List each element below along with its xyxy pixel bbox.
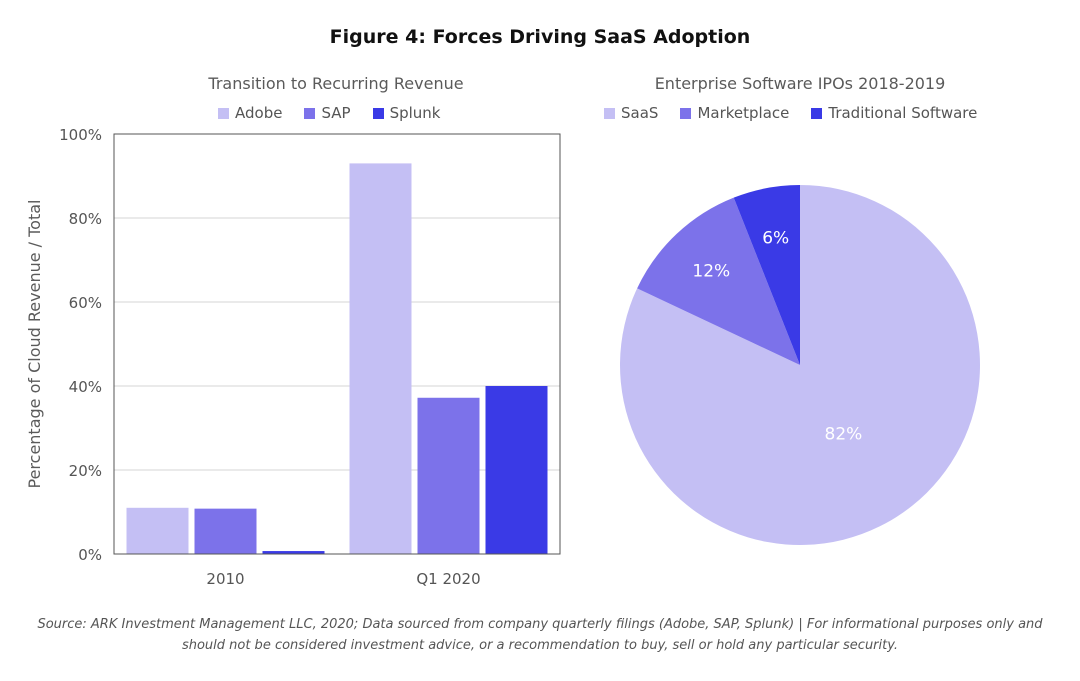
bar-sap-2010: [194, 508, 257, 554]
pie-slice-marketplace: [637, 197, 800, 365]
legend-label-traditional-software: Traditional Software: [828, 104, 978, 122]
bar-x-tick-label: Q1 2020: [416, 570, 480, 588]
bar-x-tick-label: 2010: [206, 570, 244, 588]
bar-y-tick-labels: 0% 20% 40% 60% 80% 100%: [59, 126, 102, 564]
pie-slice-labels: 82% 12% 6%: [692, 229, 862, 445]
pie-slice-label: 82%: [825, 424, 863, 444]
pie-slices: [620, 185, 980, 545]
legend-swatch-traditional-software: [811, 107, 823, 119]
legend-label-splunk: Splunk: [389, 104, 441, 122]
bar-splunk-2010: [262, 551, 325, 554]
bar-chart-title: Transition to Recurring Revenue: [208, 74, 464, 93]
bar-splunk-q1-2020: [485, 386, 548, 554]
bar-chart: 0% 20% 40% 60% 80% 100% 2010 Q1 2020 Percentag…: [25, 126, 561, 588]
legend-item-sap: SAP: [304, 104, 351, 122]
pie-slice-label: 12%: [692, 262, 730, 282]
bar-y-axis-label: Percentage of Cloud Revenue / Total: [25, 200, 44, 489]
legend-label-marketplace: Marketplace: [697, 104, 790, 122]
bar-adobe-2010: [126, 507, 189, 554]
bar-y-tick-label: 100%: [59, 126, 102, 144]
figure-title: Figure 4: Forces Driving SaaS Adoption: [329, 26, 751, 48]
bar-y-tick-label: 0%: [78, 546, 102, 564]
legend-swatch-adobe: [218, 107, 229, 119]
legend-label-saas: SaaS: [621, 104, 659, 122]
pie-slice-label: 6%: [762, 229, 789, 249]
pie-slice-traditional-software: [733, 185, 800, 365]
legend-item-saas: SaaS: [604, 104, 658, 122]
legend-swatch-marketplace: [680, 107, 692, 119]
bar-adobe-q1-2020: [349, 163, 412, 554]
pie-chart: 82% 12% 6%: [620, 185, 980, 545]
bar-sap-q1-2020: [417, 397, 480, 554]
pie-chart-title: Enterprise Software IPOs 2018-2019: [654, 74, 946, 93]
bar-plot-frame: [113, 133, 561, 555]
legend-item-adobe: Adobe: [218, 104, 282, 122]
legend-label-adobe: Adobe: [235, 104, 283, 122]
bar-y-tick-label: 60%: [69, 294, 102, 312]
bar-y-tick-label: 20%: [69, 462, 102, 480]
legend-swatch-splunk: [372, 107, 384, 119]
bar-bars: [126, 163, 548, 554]
legend-swatch-saas: [604, 107, 615, 119]
bar-chart-legend: Adobe SAP Splunk: [218, 104, 440, 122]
legend-swatch-sap: [304, 107, 316, 119]
legend-item-marketplace: Marketplace: [680, 104, 789, 122]
bar-y-tick-label: 80%: [69, 210, 102, 228]
bar-y-tick-label: 40%: [69, 378, 102, 396]
source-note: Source: ARK Investment Management LLC, 2…: [37, 617, 1043, 653]
bar-x-tick-labels: 2010 Q1 2020: [206, 570, 480, 588]
legend-item-traditional-software: Traditional Software: [811, 104, 977, 122]
legend-label-sap: SAP: [321, 104, 351, 122]
pie-chart-legend: SaaS Marketplace Traditional Software: [604, 104, 977, 122]
legend-item-splunk: Splunk: [372, 104, 441, 122]
